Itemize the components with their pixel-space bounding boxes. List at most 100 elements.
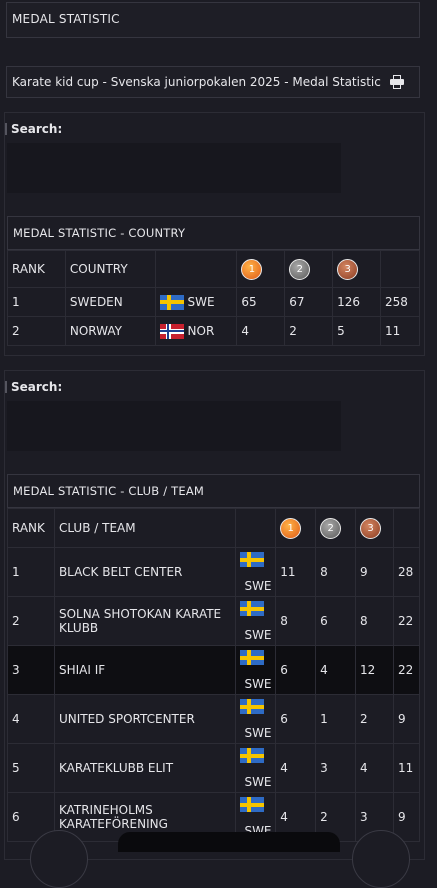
country-code: SWE	[244, 677, 272, 691]
country-cell: SWEDEN	[64, 287, 156, 317]
total-count: 28	[392, 547, 421, 597]
sweden-flag-icon	[240, 552, 265, 567]
rank-cell: 1	[7, 547, 55, 597]
rank-cell: 2	[7, 596, 55, 646]
country-table-title: MEDAL STATISTIC - COUNTRY	[7, 216, 420, 250]
table-row[interactable]: 5 KARATEKLUBB ELIT SWE 4 3 4 11	[7, 743, 421, 793]
country-code: SWE	[244, 775, 272, 789]
total-count: 9	[392, 792, 421, 842]
country-code: NOR	[187, 323, 215, 338]
gold-count: 11	[275, 547, 317, 597]
print-icon[interactable]	[390, 75, 404, 89]
club-cell: BLACK BELT CENTER	[53, 547, 237, 597]
sweden-flag-icon	[240, 699, 265, 714]
rank-cell: 1	[7, 287, 66, 317]
country-code: SWE	[244, 726, 272, 740]
gold-count: 4	[236, 316, 286, 346]
bronze-count: 12	[355, 645, 394, 695]
bronze-medal-icon: 3	[360, 517, 382, 539]
bronze-count: 4	[355, 743, 394, 793]
flag-header	[235, 508, 277, 548]
total-count: 11	[380, 316, 420, 346]
rank-header[interactable]: RANK	[7, 250, 66, 288]
silver-count: 3	[315, 743, 357, 793]
table-row[interactable]: 2 NORWAY NOR 4 2 5 11	[7, 316, 420, 346]
table-row[interactable]: 3 SHIAI IF SWE 6 4 12 22	[7, 645, 421, 695]
flag-cell: SWE	[235, 743, 277, 793]
flag-cell: SWE	[235, 694, 277, 744]
gold-count: 65	[236, 287, 286, 317]
club-search-input[interactable]	[7, 401, 341, 451]
total-count: 22	[392, 596, 421, 646]
country-search-input[interactable]	[7, 143, 341, 193]
club-table-title: MEDAL STATISTIC - CLUB / TEAM	[7, 474, 420, 508]
bronze-header[interactable]: 3	[332, 250, 381, 288]
country-code: SWE	[187, 294, 215, 309]
total-count: 9	[392, 694, 421, 744]
sweden-flag-icon	[240, 797, 265, 812]
bronze-count: 8	[355, 596, 394, 646]
gold-count: 4	[275, 743, 317, 793]
silver-medal-icon: 2	[320, 517, 342, 539]
gold-header[interactable]: 1	[275, 508, 317, 548]
silver-count: 8	[315, 547, 357, 597]
country-table: RANK COUNTRY 1 2 3 1 SWEDEN SWE 65 67 12…	[7, 250, 420, 346]
bronze-header[interactable]: 3	[355, 508, 394, 548]
total-header	[392, 508, 421, 548]
forward-nav-button[interactable]	[352, 830, 410, 888]
rank-header[interactable]: RANK	[7, 508, 55, 548]
flag-cell: SWE	[235, 547, 277, 597]
silver-header[interactable]: 2	[284, 250, 334, 288]
silver-count: 6	[315, 596, 357, 646]
bronze-medal-icon: 3	[337, 258, 359, 280]
country-code: SWE	[244, 579, 272, 593]
gold-count: 8	[275, 596, 317, 646]
table-row[interactable]: 1 SWEDEN SWE 65 67 126 258	[7, 287, 420, 317]
silver-count: 67	[284, 287, 334, 317]
country-cell: NORWAY	[64, 316, 156, 346]
bronze-count: 9	[355, 547, 394, 597]
bronze-count: 126	[332, 287, 381, 317]
total-header	[380, 250, 420, 288]
flag-cell: SWE	[235, 596, 277, 646]
page-title: MEDAL STATISTIC	[6, 2, 420, 38]
gold-count: 6	[275, 694, 317, 744]
club-search-label: Search:	[4, 380, 63, 394]
table-row[interactable]: 4 UNITED SPORTCENTER SWE 6 1 2 9	[7, 694, 421, 744]
silver-count: 4	[315, 645, 357, 695]
country-header[interactable]: COUNTRY	[64, 250, 156, 288]
table-row[interactable]: 2 SOLNA SHOTOKAN KARATE KLUBB SWE 8 6 8 …	[7, 596, 421, 646]
norway-flag-icon	[159, 323, 184, 339]
club-cell: UNITED SPORTCENTER	[53, 694, 237, 744]
club-cell: SOLNA SHOTOKAN KARATE KLUBB	[53, 596, 237, 646]
silver-header[interactable]: 2	[315, 508, 357, 548]
silver-count: 2	[284, 316, 334, 346]
bronze-count: 2	[355, 694, 394, 744]
country-header-row: RANK COUNTRY 1 2 3	[7, 250, 420, 288]
rank-cell: 3	[7, 645, 55, 695]
club-table: RANK CLUB / TEAM 1 2 3 1 BLACK BELT CENT…	[7, 508, 421, 842]
total-count: 11	[392, 743, 421, 793]
sweden-flag-icon	[240, 601, 265, 616]
country-search-label: Search:	[4, 122, 63, 136]
table-row[interactable]: 1 BLACK BELT CENTER SWE 11 8 9 28	[7, 547, 421, 597]
flag-cell: SWE	[154, 287, 238, 317]
rank-cell: 4	[7, 694, 55, 744]
sweden-flag-icon	[240, 748, 265, 763]
gold-medal-icon: 1	[280, 517, 302, 539]
total-count: 258	[380, 287, 420, 317]
sweden-flag-icon	[159, 294, 184, 310]
club-cell: KARATEKLUBB ELIT	[53, 743, 237, 793]
rank-cell: 5	[7, 743, 55, 793]
silver-medal-icon: 2	[289, 258, 311, 280]
bronze-count: 5	[332, 316, 381, 346]
bottom-toolbar[interactable]	[118, 832, 340, 852]
sweden-flag-icon	[240, 650, 265, 665]
silver-count: 1	[315, 694, 357, 744]
back-nav-button[interactable]	[30, 830, 88, 888]
gold-header[interactable]: 1	[236, 250, 286, 288]
gold-medal-icon: 1	[241, 258, 263, 280]
club-header[interactable]: CLUB / TEAM	[53, 508, 237, 548]
club-header-row: RANK CLUB / TEAM 1 2 3	[7, 508, 421, 548]
flag-header	[154, 250, 238, 288]
